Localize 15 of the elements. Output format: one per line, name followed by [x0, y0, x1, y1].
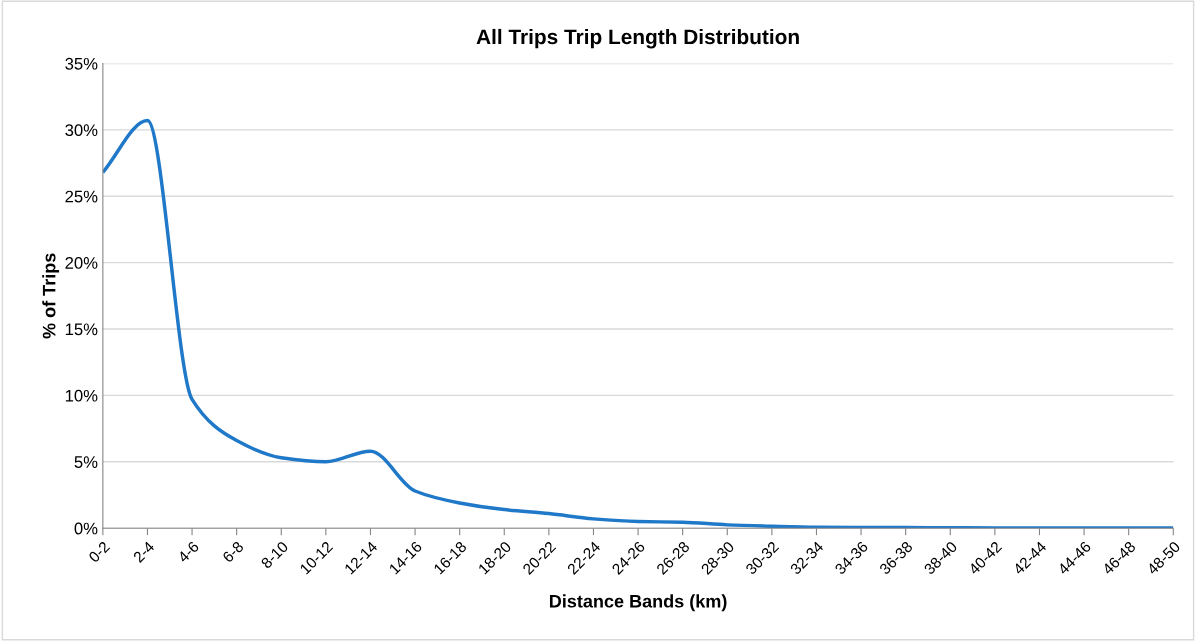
chart-title: All Trips Trip Length Distribution	[476, 28, 799, 49]
y-tick-label: 10%	[65, 389, 98, 402]
y-tick-label: 5%	[74, 456, 98, 468]
x-tick-label: 4-6	[176, 540, 200, 564]
x-axis-title: Distance Bands (km)	[549, 594, 727, 612]
y-tick-label: 25%	[65, 190, 98, 203]
y-tick-label: 30%	[65, 124, 98, 137]
y-tick-label: 20%	[65, 257, 98, 269]
y-tick-label: 35%	[65, 57, 98, 70]
x-tick-label: 6-8	[221, 540, 245, 563]
y-tick-label: 0%	[74, 522, 98, 535]
x-tick-label: 0-2	[87, 540, 111, 564]
y-tick-label: 15%	[65, 323, 98, 336]
x-tick-label: 2-4	[132, 540, 155, 563]
y-axis-title: % of Trips	[42, 253, 60, 339]
